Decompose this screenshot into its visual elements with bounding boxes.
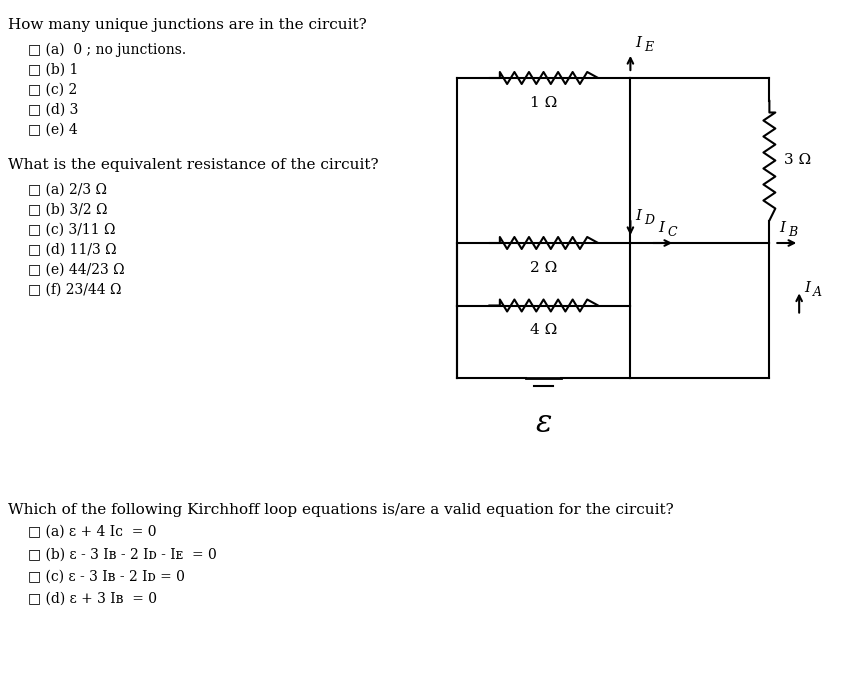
Text: 4 Ω: 4 Ω — [530, 324, 557, 337]
Text: □ (a) ε + 4 Iᴄ  = 0: □ (a) ε + 4 Iᴄ = 0 — [27, 525, 156, 539]
Text: 2 Ω: 2 Ω — [530, 261, 557, 275]
Text: □ (b) 1: □ (b) 1 — [27, 63, 78, 77]
Text: □ (b) ε - 3 Iʙ - 2 Iᴅ - Iᴇ  = 0: □ (b) ε - 3 Iʙ - 2 Iᴅ - Iᴇ = 0 — [27, 548, 216, 562]
Text: C: C — [667, 226, 677, 239]
Text: D: D — [644, 214, 655, 227]
Text: □ (c) ε - 3 Iʙ - 2 Iᴅ = 0: □ (c) ε - 3 Iʙ - 2 Iᴅ = 0 — [27, 570, 185, 584]
Text: How many unique junctions are in the circuit?: How many unique junctions are in the cir… — [8, 18, 367, 32]
Text: ε: ε — [535, 408, 551, 439]
Text: □ (d) 11/3 Ω: □ (d) 11/3 Ω — [27, 243, 117, 257]
Text: □ (d) 3: □ (d) 3 — [27, 103, 78, 117]
Text: E: E — [644, 41, 654, 54]
Text: □ (c) 2: □ (c) 2 — [27, 83, 77, 97]
Text: □ (b) 3/2 Ω: □ (b) 3/2 Ω — [27, 203, 107, 217]
Text: I: I — [636, 209, 642, 223]
Text: I: I — [636, 36, 642, 50]
Text: A: A — [813, 287, 822, 299]
Text: □ (d) ε + 3 Iʙ  = 0: □ (d) ε + 3 Iʙ = 0 — [27, 592, 157, 606]
Text: I: I — [658, 221, 664, 235]
Text: I: I — [804, 281, 810, 295]
Text: □ (c) 3/11 Ω: □ (c) 3/11 Ω — [27, 223, 115, 237]
Text: □ (f) 23/44 Ω: □ (f) 23/44 Ω — [27, 283, 121, 297]
Text: □ (a)  0 ; no junctions.: □ (a) 0 ; no junctions. — [27, 43, 186, 57]
Text: I: I — [779, 221, 785, 235]
Text: What is the equivalent resistance of the circuit?: What is the equivalent resistance of the… — [8, 158, 379, 172]
Text: 3 Ω: 3 Ω — [784, 153, 812, 168]
Text: 1 Ω: 1 Ω — [530, 96, 557, 110]
Text: B: B — [789, 226, 797, 239]
Text: Which of the following Kirchhoff loop equations is/are a valid equation for the : Which of the following Kirchhoff loop eq… — [8, 503, 673, 517]
Text: □ (e) 4: □ (e) 4 — [27, 123, 77, 137]
Text: □ (a) 2/3 Ω: □ (a) 2/3 Ω — [27, 183, 107, 197]
Text: □ (e) 44/23 Ω: □ (e) 44/23 Ω — [27, 263, 125, 277]
